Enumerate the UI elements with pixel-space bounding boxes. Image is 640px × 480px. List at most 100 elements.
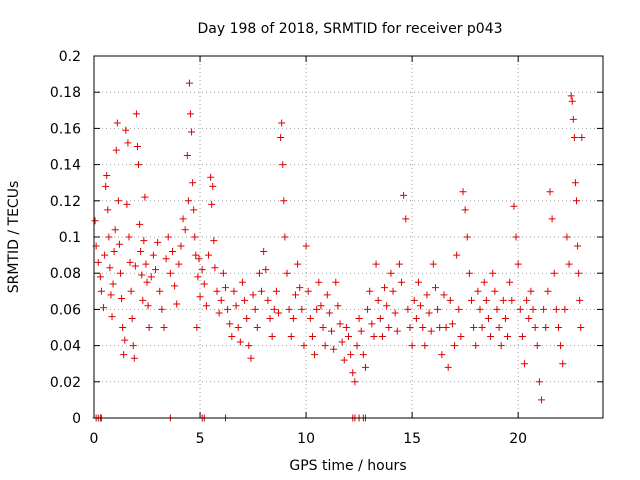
data-point (181, 226, 189, 234)
data-point (279, 161, 287, 169)
data-point (378, 333, 386, 341)
data-point (408, 342, 416, 350)
x-tick-label: 20 (509, 431, 527, 447)
data-point (304, 287, 312, 295)
data-point (332, 278, 340, 286)
data-point (321, 342, 329, 350)
data-point (268, 333, 276, 341)
data-point (230, 287, 238, 295)
data-point (140, 237, 148, 245)
data-point (120, 351, 128, 359)
data-point (296, 284, 304, 292)
data-point (559, 360, 567, 368)
data-point (577, 324, 585, 331)
data-point (147, 273, 155, 281)
data-point (361, 363, 369, 371)
data-point (115, 240, 123, 248)
data-point (376, 314, 384, 322)
data-point (202, 302, 210, 310)
y-tick-label: 0.06 (50, 302, 81, 318)
data-point (183, 152, 191, 160)
y-tick-label: 0.18 (50, 85, 81, 101)
data-point (207, 173, 215, 181)
data-point (253, 324, 261, 331)
data-point (311, 351, 319, 359)
data-point (205, 251, 213, 259)
data-point (476, 305, 484, 313)
data-point (342, 324, 350, 331)
data-point (164, 233, 172, 241)
data-point (117, 269, 125, 277)
data-point (236, 338, 244, 346)
data-point (421, 342, 429, 350)
data-point (142, 260, 150, 268)
data-point (196, 293, 204, 301)
data-point (294, 260, 302, 268)
data-point (414, 278, 422, 286)
data-point (210, 237, 218, 245)
data-point (96, 273, 104, 281)
data-point (391, 309, 399, 317)
data-point (557, 342, 565, 350)
data-point (518, 333, 526, 341)
data-point (461, 206, 469, 214)
data-point (158, 305, 166, 313)
data-point (262, 266, 270, 274)
data-point (398, 278, 406, 286)
data-point (154, 238, 162, 246)
data-point (249, 291, 257, 299)
data-point (370, 333, 378, 341)
data-point (133, 143, 141, 150)
data-point (139, 296, 147, 304)
data-point (144, 302, 152, 310)
data-point (491, 287, 499, 295)
data-point (323, 291, 331, 299)
data-point (389, 287, 397, 295)
data-point (317, 302, 325, 310)
data-point (325, 309, 333, 317)
data-point (107, 291, 115, 299)
data-point (406, 324, 414, 331)
y-tick-label: 0.14 (50, 158, 81, 174)
data-points (91, 79, 586, 422)
data-point (108, 313, 116, 321)
data-point (275, 309, 283, 317)
data-point (412, 314, 420, 322)
data-point (289, 314, 297, 322)
data-point (198, 266, 206, 274)
x-tick-label: 15 (403, 431, 421, 447)
data-point (499, 296, 507, 304)
data-point (255, 269, 263, 277)
data-point (113, 119, 121, 127)
data-point (383, 302, 391, 310)
data-point (495, 324, 503, 331)
data-point (395, 260, 403, 268)
data-point (232, 302, 240, 310)
data-point (578, 133, 586, 141)
data-point (525, 314, 533, 322)
data-point (129, 342, 137, 350)
data-point (453, 251, 461, 259)
data-point (374, 296, 382, 304)
x-tick-label: 10 (297, 431, 315, 447)
data-point (315, 278, 323, 286)
data-point (417, 302, 425, 310)
data-point (171, 282, 179, 290)
data-point (208, 200, 216, 208)
data-point (319, 324, 327, 331)
data-point (542, 324, 550, 331)
data-point (563, 233, 571, 241)
y-tick-label: 0.08 (50, 266, 81, 282)
data-point (238, 278, 246, 286)
data-point (434, 305, 442, 313)
data-point (313, 305, 321, 313)
data-point (381, 284, 389, 292)
data-point (285, 305, 293, 313)
data-point (278, 119, 286, 127)
data-point (531, 324, 539, 331)
data-point (91, 217, 99, 225)
data-point (130, 354, 138, 362)
data-point (135, 161, 143, 169)
data-point (193, 324, 201, 331)
data-point (457, 333, 465, 341)
